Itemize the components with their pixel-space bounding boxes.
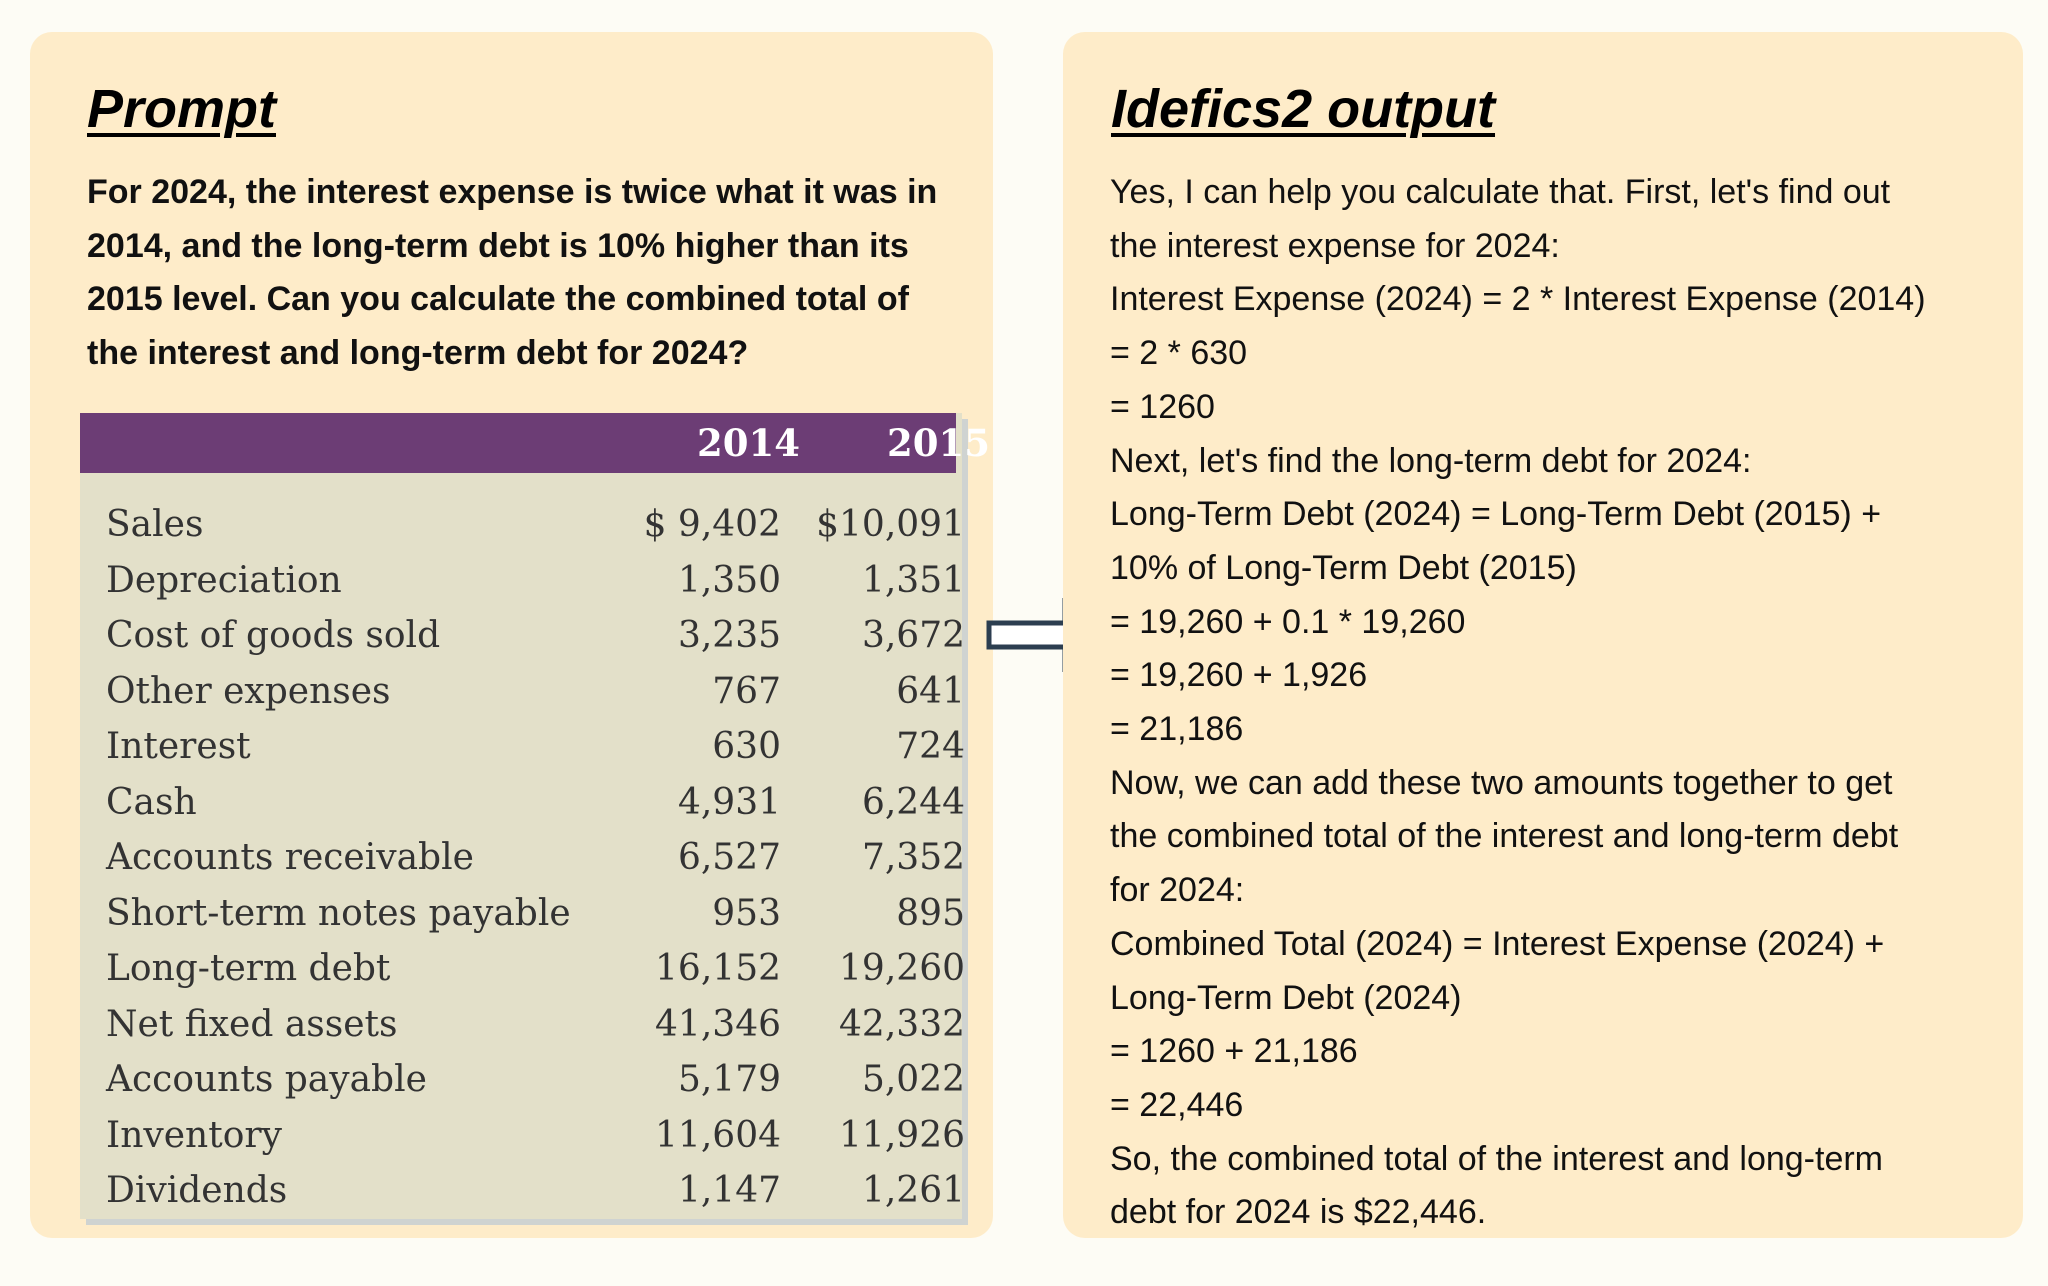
output-line: debt for 2024 is $22,446. (1110, 1193, 1487, 1232)
output-line: = 22,446 (1110, 1085, 1244, 1124)
row-label: Other expenses (106, 670, 391, 712)
value-2015: 641 (896, 670, 965, 712)
row-label: Inventory (106, 1114, 282, 1156)
output-line: Now, we can add these two amounts togeth… (1110, 763, 1893, 802)
value-2015: 11,926 (839, 1114, 965, 1156)
prompt-title: Prompt (87, 79, 276, 139)
output-line: Interest Expense (2024) = 2 * Interest E… (1110, 280, 1926, 319)
value-2014: 41,346 (655, 1003, 781, 1045)
output-line: Combined Total (2024) = Interest Expense… (1110, 924, 1885, 963)
value-2014: 5,179 (677, 1059, 781, 1100)
output-title: Idefics2 output (1111, 79, 1496, 139)
table-row: Interest 630 724 (80, 719, 965, 775)
value-2014: 6,527 (677, 837, 781, 878)
table-header: 2014 2015 (80, 413, 990, 473)
row-label: Cost of goods sold (106, 615, 441, 656)
value-2014: 1,147 (677, 1170, 781, 1211)
output-line: the interest expense for 2024: (1110, 226, 1560, 265)
value-2015: 1,351 (861, 559, 965, 601)
output-text: Yes, I can help you calculate that. Firs… (1110, 166, 2000, 1240)
value-2014: 11,604 (655, 1114, 781, 1156)
value-2015: 3,672 (861, 615, 965, 656)
output-line: 10% of Long-Term Debt (2015) (1110, 548, 1577, 587)
output-line: for 2024: (1110, 871, 1245, 910)
value-2014: 953 (712, 892, 781, 934)
output-line: Long-Term Debt (2024) = Long-Term Debt (… (1110, 495, 1882, 534)
row-label: Interest (106, 726, 251, 767)
row-label: Accounts receivable (106, 837, 474, 878)
row-label: Long-term debt (106, 948, 391, 989)
value-2014: 3,235 (677, 615, 781, 656)
value-2015: 1,261 (861, 1170, 965, 1211)
row-label: Sales (106, 504, 204, 545)
output-line: = 1260 + 21,186 (1110, 1032, 1358, 1071)
table-row: Cash 4,931 6,244 (80, 775, 965, 831)
value-2015: 6,244 (861, 781, 965, 823)
output-line: Long-Term Debt (2024) (1110, 978, 1462, 1017)
row-label: Dividends (106, 1170, 288, 1211)
value-2015: 724 (896, 726, 965, 767)
table-row: Other expenses 767 641 (80, 664, 965, 720)
row-label: Cash (106, 781, 197, 823)
financial-table: 2014 2015 Sales $ 9,402 $10,091 Depreciatio… (80, 413, 990, 1219)
value-2014: 1,350 (677, 559, 781, 601)
prompt-panel: Prompt For 2024, the interest expense is… (30, 32, 993, 1238)
output-line: = 19,260 + 1,926 (1110, 656, 1368, 695)
table-row: Depreciation 1,350 1,351 (80, 553, 965, 609)
value-2015: $10,091 (816, 504, 965, 545)
row-label: Net fixed assets (106, 1003, 398, 1045)
prompt-question: For 2024, the interest expense is twice … (87, 173, 938, 372)
table-row: Accounts receivable 6,527 7,352 (80, 830, 965, 886)
row-label: Depreciation (106, 559, 342, 601)
output-line: Next, let's find the long-term debt for … (1110, 441, 1752, 480)
value-2014: $ 9,402 (643, 504, 781, 545)
output-line: = 19,260 + 0.1 * 19,260 (1110, 602, 1466, 641)
value-2014: 16,152 (655, 948, 781, 989)
row-label: Accounts payable (106, 1059, 427, 1100)
column-header-2015: 2015 (887, 421, 990, 465)
output-line: = 2 * 630 (1110, 334, 1248, 373)
output-line: = 1260 (1110, 387, 1215, 426)
output-line: So, the combined total of the interest a… (1110, 1139, 1884, 1178)
value-2015: 5,022 (861, 1059, 965, 1100)
value-2015: 42,332 (839, 1003, 965, 1045)
table-row: Net fixed assets 41,346 42,332 (80, 997, 965, 1053)
value-2015: 7,352 (861, 837, 965, 878)
row-label: Short-term notes payable (106, 892, 571, 934)
value-2015: 895 (896, 892, 965, 934)
value-2015: 19,260 (839, 948, 965, 989)
table-row: Dividends 1,147 1,261 (80, 1163, 965, 1219)
output-line: Yes, I can help you calculate that. Firs… (1110, 173, 1891, 211)
value-2014: 4,931 (677, 781, 781, 823)
value-2014: 630 (712, 726, 781, 767)
table-row: Cost of goods sold 3,235 3,672 (80, 608, 965, 664)
table-row: Sales $ 9,402 $10,091 (80, 497, 965, 553)
table-row: Short-term notes payable 953 895 (80, 886, 965, 942)
table-row: Inventory 11,604 11,926 (80, 1108, 965, 1164)
table-row: Long-term debt 16,152 19,260 (80, 941, 965, 997)
column-header-2014: 2014 (697, 421, 800, 465)
value-2014: 767 (712, 670, 781, 712)
output-line: = 21,186 (1110, 710, 1244, 749)
output-panel: Idefics2 output Yes, I can help you calc… (1063, 32, 2023, 1238)
output-line: the combined total of the interest and l… (1110, 817, 1899, 856)
table-row: Accounts payable 5,179 5,022 (80, 1052, 965, 1108)
